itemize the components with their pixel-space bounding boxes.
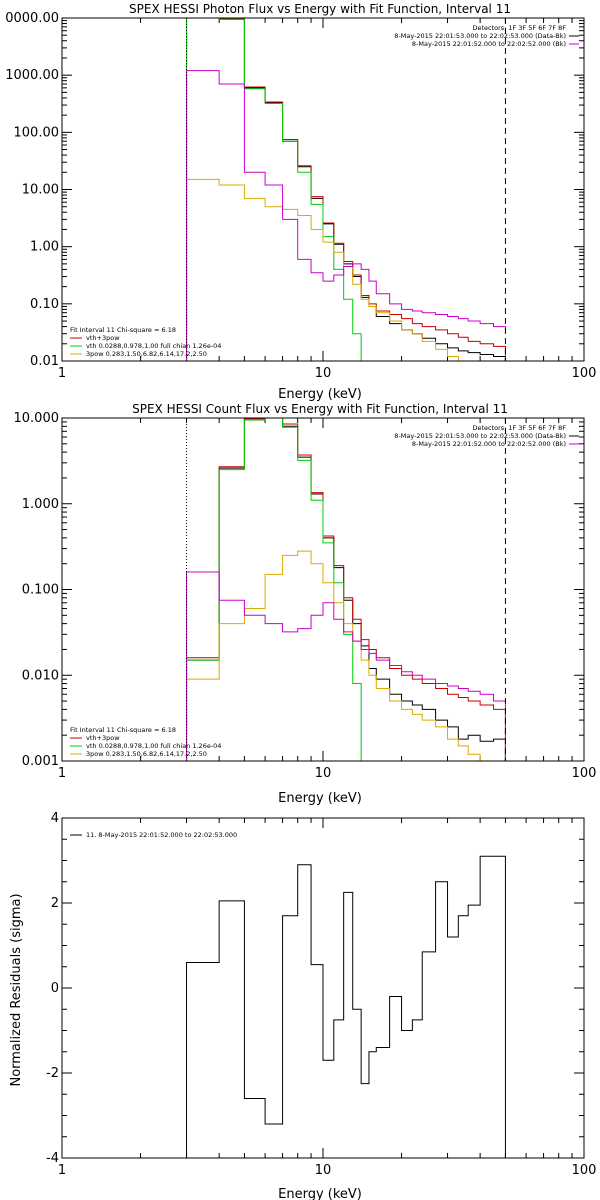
- series-vth: [186, 417, 369, 762]
- legend-entry: 8-May-2015 22:01:52.000 to 22:02:52.000 …: [412, 440, 566, 448]
- series-pow: [186, 178, 506, 362]
- series-model: [186, 17, 506, 361]
- y-tick-label: 0: [51, 981, 59, 996]
- y-axis-label: Normalized Residuals (sigma): [9, 893, 24, 1086]
- y-tick-label: 0.010: [22, 668, 59, 683]
- y-tick-label: 0000.00: [5, 11, 59, 26]
- x-tick-label: 100: [572, 766, 597, 781]
- legend-entry: Fit Interval 11 Chi-square = 6.18: [70, 726, 176, 734]
- x-tick-label: 10: [315, 766, 332, 781]
- series-bk: [186, 70, 506, 361]
- series-lines: [186, 417, 506, 762]
- y-tick-label: 1.000: [22, 497, 59, 512]
- legend-bottom-left: Fit Interval 11 Chi-square = 6.18vth+3po…: [70, 326, 221, 358]
- series-pow: [186, 550, 506, 762]
- legend-entry: 8-May-2015 22:01:52.000 to 22:02:52.000 …: [412, 40, 566, 48]
- count-flux-panel: SPEX HESSI Count Flux vs Energy with Fit…: [14, 402, 597, 806]
- y-tick-label: 1000.00: [5, 68, 59, 83]
- x-axis-label: Energy (keV): [278, 791, 362, 806]
- series-lines: [186, 17, 506, 362]
- legend-entry: 3pow 0.283,1.50,6.82,6.14,17.2,2.50: [86, 750, 207, 758]
- y-tick-label: 100.00: [14, 125, 60, 140]
- y-tick-label: 4: [51, 811, 59, 826]
- legend-entry: 11. 8-May-2015 22:01:52.000 to 22:02:53.…: [86, 831, 237, 839]
- axis-ticks: 1 10 100 0.01 0.10 1.00 10.00 100.00 1000.00 0000…: [5, 11, 596, 381]
- panel-title: SPEX HESSI Photon Flux vs Energy with Fi…: [129, 2, 511, 16]
- y-tick-label: 10.000: [14, 411, 60, 426]
- y-tick-label: 10.00: [22, 183, 59, 198]
- y-tick-label: 1.00: [30, 240, 59, 255]
- series-resid: [186, 855, 506, 1158]
- x-axis-label: Energy (keV): [278, 1187, 362, 1200]
- legend-entry: 3pow 0.283,1.50,6.82,6.14,17.2,2.50: [86, 350, 207, 358]
- legend-entry: vth 0.0288,0.978,1.00 full chian 1.26e-0…: [86, 342, 221, 350]
- x-tick-label: 10: [315, 366, 332, 381]
- y-tick-label: 2: [51, 896, 59, 911]
- y-tick-label: 0.001: [22, 754, 59, 769]
- plot-frame: [61, 417, 585, 762]
- x-tick-label: 1: [58, 766, 66, 781]
- photon-flux-panel: SPEX HESSI Photon Flux vs Energy with Fi…: [5, 2, 596, 402]
- x-tick-label: 100: [572, 1163, 597, 1178]
- legend-entry: Fit Interval 11 Chi-square = 6.18: [70, 326, 176, 334]
- legend-entry: vth 0.0288,0.978,1.00 full chian 1.26e-0…: [86, 742, 221, 750]
- legend-entry: 8-May-2015 22:01:53.000 to 22:02:53.000 …: [394, 432, 566, 440]
- marker-lines: [186, 18, 506, 361]
- x-tick-label: 100: [572, 366, 597, 381]
- y-tick-label: 0.10: [30, 297, 59, 312]
- plot-frame: [61, 17, 585, 362]
- legend-entry: Detectors: 1F 3F 5F 6F 7F 8F: [472, 24, 566, 32]
- x-axis-label: Energy (keV): [278, 387, 362, 402]
- residuals-panel: Energy (keV) Normalized Residuals (sigma…: [9, 811, 596, 1200]
- series-vth: [186, 17, 369, 362]
- legend-bottom-left: Fit Interval 11 Chi-square = 6.18vth+3po…: [70, 726, 221, 758]
- marker-lines: [186, 418, 506, 761]
- legend-top-left: 11. 8-May-2015 22:01:52.000 to 22:02:53.…: [70, 831, 237, 839]
- series-data: [186, 17, 506, 361]
- y-tick-label: -4: [46, 1151, 59, 1166]
- legend-entry: vth+3pow: [86, 334, 120, 342]
- series-bk: [186, 571, 506, 761]
- x-tick-label: 1: [58, 1163, 66, 1178]
- panel-title: SPEX HESSI Count Flux vs Energy with Fit…: [132, 402, 508, 416]
- axis-ticks: 1 10 100 -4 -2 0 2 4: [46, 811, 596, 1178]
- legend-top-right: Detectors: 1F 3F 5F 6F 7F 8F8-May-2015 2…: [394, 424, 579, 448]
- y-tick-label: -2: [46, 1066, 59, 1081]
- x-tick-label: 10: [315, 1163, 332, 1178]
- series-lines: [186, 855, 506, 1158]
- legend-entry: 8-May-2015 22:01:53.000 to 22:02:53.000 …: [394, 32, 566, 40]
- legend-top-right: Detectors: 1F 3F 5F 6F 7F 8F8-May-2015 2…: [394, 24, 579, 48]
- y-tick-label: 0.01: [30, 354, 59, 369]
- x-tick-label: 1: [58, 366, 66, 381]
- legend-entry: Detectors: 1F 3F 5F 6F 7F 8F: [472, 424, 566, 432]
- plot-frame: [61, 817, 585, 1159]
- legend-entry: vth+3pow: [86, 734, 120, 742]
- y-tick-label: 0.100: [22, 583, 59, 598]
